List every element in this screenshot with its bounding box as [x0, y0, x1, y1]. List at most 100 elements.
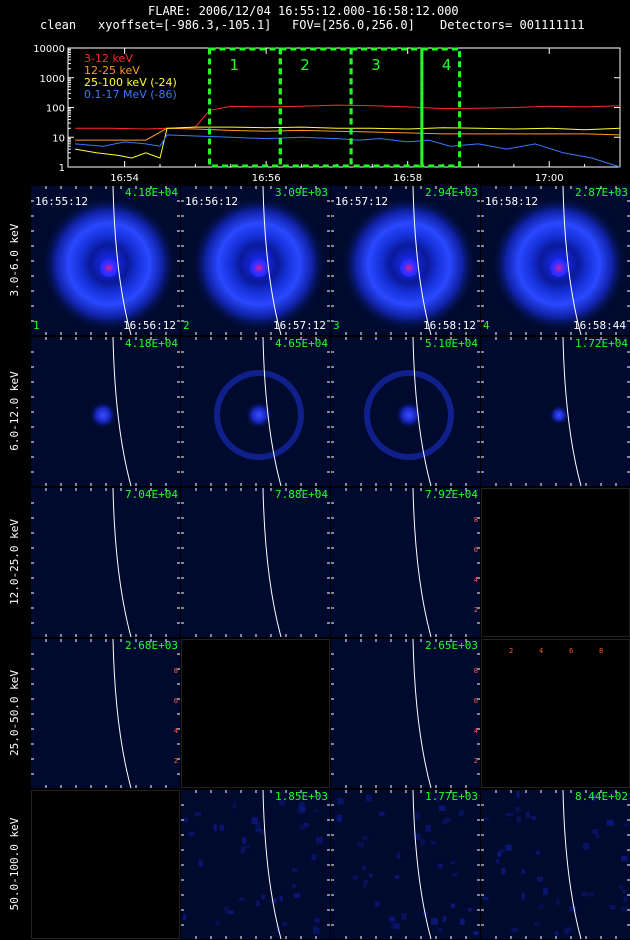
noise-speck: [473, 931, 479, 936]
noise-speck: [278, 800, 286, 806]
noise-speck: [425, 825, 432, 832]
noise-speck: [438, 928, 443, 932]
interval-number: 4: [442, 56, 452, 74]
image-panel: 2 4 6 8: [481, 639, 630, 788]
source-core: [550, 259, 568, 277]
panel-canvas: [331, 639, 480, 788]
panel-canvas: [331, 186, 480, 335]
source-core: [89, 401, 117, 429]
noise-speck: [436, 795, 440, 802]
side-axis-tick: 6: [473, 546, 478, 554]
solar-limb: [562, 337, 582, 486]
noise-speck: [484, 817, 490, 821]
noise-speck: [375, 901, 380, 907]
series-line: [75, 127, 621, 141]
fov-label: FOV=[256.0,256.0]: [292, 18, 415, 32]
noise-speck: [499, 849, 505, 854]
source-core: [400, 259, 418, 277]
noise-speck: [259, 829, 265, 835]
interval-box: [278, 47, 353, 168]
noise-speck: [303, 823, 309, 828]
peak-flux-label: 7.88E+04: [275, 488, 328, 501]
series-line: [75, 134, 621, 168]
panel-border: [31, 790, 180, 939]
solar-limb: [412, 337, 432, 486]
noise-speck: [256, 900, 260, 906]
noise-speck: [242, 837, 247, 844]
noise-speck: [556, 899, 560, 906]
legend-entry: 3-12 keV: [84, 52, 133, 65]
panel-canvas: [31, 639, 180, 788]
y-tick-label: 10000: [33, 44, 65, 55]
solar-limb: [112, 186, 132, 335]
peak-flux-label: 3.09E+03: [275, 186, 328, 199]
energy-band-label: 3.0-6.0 keV: [8, 223, 21, 297]
panel-canvas: [481, 790, 630, 939]
noise-speck: [292, 884, 296, 888]
panel-canvas: [331, 790, 480, 939]
noise-speck: [496, 859, 500, 864]
noise-speck: [482, 896, 489, 901]
panel-canvas: [31, 186, 180, 335]
noise-speck: [255, 828, 262, 832]
side-axis-tick: 6: [173, 697, 178, 705]
noise-speck: [516, 816, 521, 823]
peak-flux-label: 4.65E+04: [275, 337, 328, 350]
noise-speck: [395, 875, 400, 879]
noise-speck: [581, 891, 587, 897]
noise-speck: [311, 854, 316, 861]
lightcurve-chart: 10000 1000 100 10 1 16:54 16:56 16:58 17:00 3-12 …: [33, 44, 621, 184]
series-line: [75, 126, 621, 159]
image-panel: 2.65E+03 8 6 4 2: [331, 639, 480, 788]
noise-speck: [270, 898, 277, 903]
noise-speck: [619, 884, 624, 890]
panel-border: [481, 488, 630, 637]
noise-speck: [442, 819, 448, 825]
noise-speck: [420, 839, 425, 846]
noise-speck: [437, 863, 443, 869]
side-axis-tick: 4: [473, 576, 478, 584]
noise-speck: [459, 918, 465, 925]
peak-flux-label: 7.92E+04: [425, 488, 478, 501]
noise-speck: [219, 824, 225, 831]
noise-speck: [458, 810, 464, 817]
image-panel: 7.88E+04: [181, 488, 330, 637]
noise-speck: [623, 896, 628, 902]
x-tick-label: 16:56: [252, 173, 281, 184]
energy-band-label: 50.0-100.0 keV: [8, 817, 21, 911]
noise-speck: [413, 833, 421, 840]
noise-speck: [213, 824, 217, 832]
noise-speck: [516, 791, 520, 798]
panel-canvas: [31, 790, 180, 939]
source-ring: [364, 370, 454, 460]
noise-speck: [366, 794, 372, 802]
noise-speck: [472, 930, 478, 935]
noise-speck: [300, 807, 306, 812]
y-tick-label: 10: [52, 133, 65, 144]
noise-speck: [569, 905, 577, 912]
solar-limb: [112, 337, 132, 486]
interval-number: 2: [300, 56, 310, 74]
noise-speck: [401, 913, 407, 920]
solar-limb: [262, 488, 282, 637]
energy-band-label: 25.0-50.0 keV: [8, 669, 21, 757]
peak-flux-label: 2.65E+03: [425, 639, 478, 652]
noise-speck: [299, 801, 305, 809]
image-panel: 4.18E+04 16:55:12 16:56:12 1: [31, 186, 180, 335]
noise-speck: [543, 888, 548, 895]
image-panel: [31, 790, 180, 939]
interval-start-label: 16:58:12: [485, 195, 538, 208]
legend-entry: 12-25 keV: [84, 64, 140, 77]
noise-speck: [555, 931, 559, 936]
interval-start-label: 16:55:12: [35, 195, 88, 208]
panel-canvas: [181, 186, 330, 335]
noise-speck: [363, 883, 367, 888]
side-axis-tick: 2: [473, 606, 478, 614]
noise-speck: [182, 914, 187, 921]
noise-speck: [364, 880, 368, 885]
image-panel: 1.72E+04: [481, 337, 630, 486]
interval-box: [420, 47, 462, 168]
source-core: [100, 259, 118, 277]
panel-canvas: [481, 186, 630, 335]
legend-entry: 0.1-17 MeV (-86): [84, 88, 177, 101]
